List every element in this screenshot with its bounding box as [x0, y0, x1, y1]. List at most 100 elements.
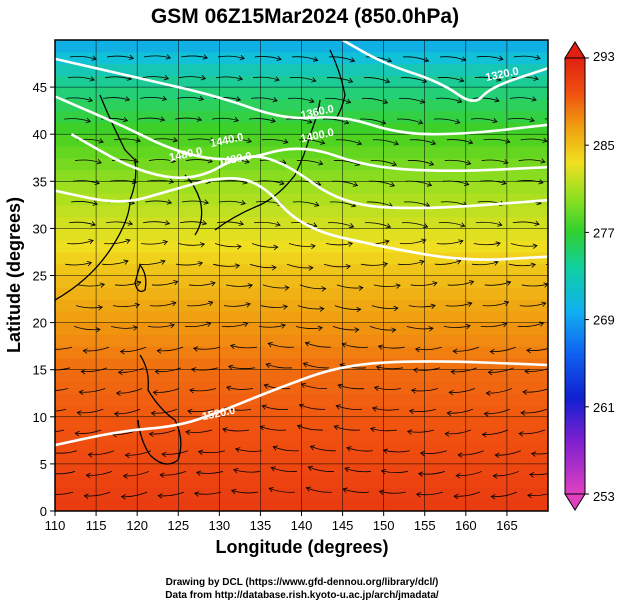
streamline-arrow: [333, 425, 339, 431]
colorbar: 293 285 277 269 261 253: [564, 41, 615, 511]
x-tick-label: 115: [86, 518, 107, 533]
streamline-arrow: [87, 452, 93, 458]
streamline-arrow: [192, 346, 199, 352]
streamline-arrow: [272, 97, 278, 103]
streamline: [299, 284, 326, 290]
streamline-arrow: [240, 199, 246, 206]
streamline-arrow: [159, 116, 166, 122]
streamline-arrow: [131, 179, 138, 185]
streamline-arrow: [275, 221, 281, 227]
streamline-arrow: [82, 348, 88, 354]
streamline: [297, 425, 324, 431]
streamline: [189, 388, 217, 392]
streamline-arrow: [344, 466, 350, 473]
streamline: [359, 118, 386, 124]
y-tick-label: 45: [33, 80, 47, 95]
streamline: [64, 118, 91, 122]
x-tick-label: 135: [250, 518, 272, 533]
streamline-arrow: [426, 181, 433, 187]
streamline: [472, 97, 500, 102]
streamline: [440, 201, 467, 206]
streamline-arrow: [268, 487, 274, 493]
streamline: [420, 450, 447, 454]
streamline-arrow: [389, 181, 396, 187]
streamline: [437, 77, 464, 82]
streamline: [111, 159, 139, 163]
streamline: [230, 345, 258, 349]
streamline: [212, 263, 240, 267]
streamline: [288, 243, 316, 247]
streamline: [70, 56, 97, 60]
colorbar-gradient: [564, 57, 586, 495]
x-tick-label: 120: [126, 518, 148, 533]
streamline: [177, 96, 204, 100]
streamline-arrow: [152, 389, 158, 396]
streamline-arrow: [124, 96, 131, 102]
streamline: [225, 284, 253, 287]
streamline: [139, 260, 166, 265]
y-axis-label: Latitude (degrees): [4, 197, 24, 353]
x-tick-label: 160: [455, 518, 477, 533]
streamline: [84, 491, 111, 497]
streamline: [286, 118, 313, 123]
streamline-arrow: [468, 280, 475, 286]
streamline: [222, 428, 250, 432]
streamline-arrow: [346, 446, 352, 452]
streamline-arrow: [157, 493, 163, 499]
streamline-arrow: [80, 368, 86, 375]
streamline: [228, 365, 256, 370]
streamline: [445, 429, 472, 435]
streamline-arrow: [87, 97, 93, 103]
x-tick-label: 150: [373, 518, 395, 533]
streamline-arrow: [542, 137, 548, 143]
streamline: [120, 346, 147, 353]
streamline-arrow: [282, 304, 288, 310]
colorbar-tick-label: 285: [593, 138, 615, 153]
streamline-arrow: [99, 282, 106, 288]
streamline: [471, 261, 499, 266]
streamline-arrow: [531, 96, 537, 102]
streamline: [102, 260, 129, 265]
streamline-arrow: [166, 199, 173, 205]
streamline: [332, 325, 359, 331]
streamline: [379, 490, 406, 494]
streamline: [250, 97, 278, 102]
streamline: [74, 159, 102, 164]
streamline-arrow: [446, 410, 452, 417]
streamline: [177, 243, 205, 246]
streamline-arrow: [347, 77, 354, 84]
x-tick-label: 125: [167, 518, 189, 533]
streamline: [123, 471, 150, 477]
streamline-arrow: [428, 326, 434, 332]
streamline-arrow: [518, 431, 524, 437]
streamline-arrow: [197, 449, 204, 455]
streamline: [512, 221, 540, 225]
streamline-arrow: [356, 306, 362, 313]
streamline-arrow: [164, 220, 171, 226]
streamline-arrow: [97, 305, 104, 311]
streamline: [517, 322, 544, 328]
streamline-arrow: [481, 431, 487, 438]
streamline-arrow: [42, 388, 46, 393]
streamline-arrow: [272, 445, 278, 451]
streamline-arrow: [342, 487, 348, 493]
streamline: [520, 408, 547, 414]
streamline-arrow: [415, 492, 422, 498]
streamline: [447, 281, 474, 286]
streamline: [372, 139, 399, 145]
streamline: [444, 159, 471, 165]
streamline: [196, 471, 224, 474]
streamline-arrow: [304, 341, 311, 347]
streamline-arrow: [189, 387, 195, 394]
credit-data-source: Data from http://database.rish.kyoto-u.a…: [165, 590, 439, 601]
streamline: [408, 305, 436, 308]
streamline: [470, 118, 498, 123]
streamline-arrow: [165, 54, 172, 60]
streamline: [336, 284, 363, 289]
streamline-arrow: [85, 472, 91, 479]
streamline: [68, 76, 95, 81]
streamline: [301, 383, 327, 390]
streamline-arrow: [263, 383, 269, 389]
streamline-arrow: [493, 260, 499, 266]
streamline-arrow: [310, 243, 316, 250]
